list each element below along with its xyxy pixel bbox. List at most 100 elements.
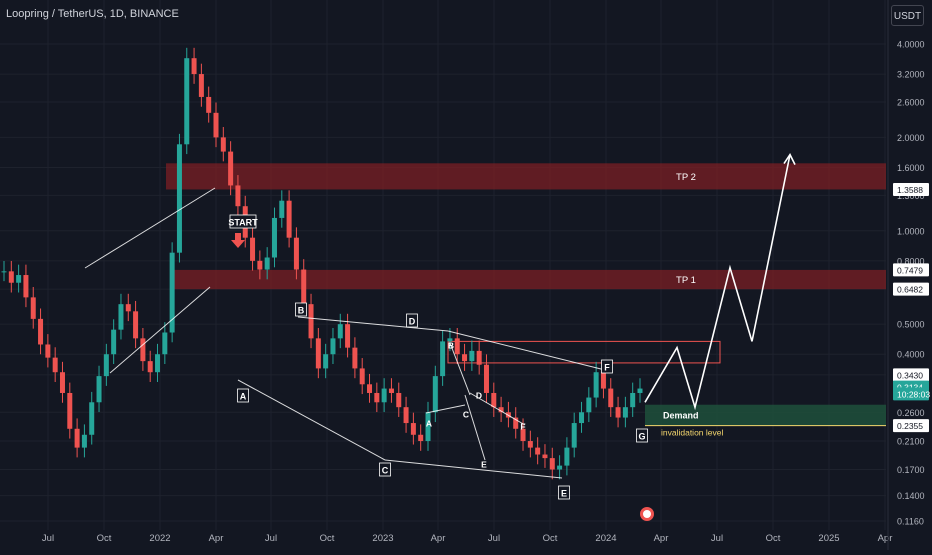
candle-body — [169, 252, 175, 333]
y-tick-label: 0.8000 — [897, 256, 925, 266]
pattern-line — [297, 316, 449, 332]
annotation-label: A — [426, 419, 432, 429]
candle-body — [81, 434, 87, 448]
x-tick-label: Jul — [488, 533, 500, 544]
candle-body — [571, 423, 577, 448]
y-tick-label: 0.5000 — [897, 320, 925, 330]
candle-body — [542, 454, 548, 459]
candle-body — [133, 311, 139, 339]
candle-body — [549, 458, 555, 470]
annotation-label: F — [604, 363, 610, 373]
candle-body — [483, 364, 489, 393]
annotation-label: A — [240, 392, 247, 402]
annotation-label: D — [409, 317, 416, 327]
candle-body — [89, 402, 95, 435]
annotation-box — [636, 428, 648, 443]
candle-body — [476, 350, 482, 365]
pattern-line — [447, 330, 606, 371]
candle-body — [374, 392, 380, 403]
pattern-line — [449, 342, 471, 396]
candle-body — [454, 338, 460, 355]
x-tick-label: Jul — [42, 533, 54, 544]
annotation-box — [237, 388, 249, 403]
candle-body — [118, 304, 124, 330]
candle-body — [162, 332, 168, 355]
pattern-line — [384, 459, 563, 479]
annotation-label: E — [561, 489, 567, 499]
candle-body — [59, 372, 65, 393]
pattern-line — [84, 187, 216, 269]
candle-body — [213, 112, 219, 138]
candle-body — [323, 354, 329, 369]
candle-body — [140, 338, 146, 362]
candle-body — [586, 397, 592, 413]
chart-title: Loopring / TetherUS, 1D, BINANCE — [6, 8, 179, 20]
candle-body — [622, 407, 628, 418]
price-label-box — [893, 282, 929, 296]
y-tick-label: 4.0000 — [897, 40, 925, 50]
y-tick-label: 1.6000 — [897, 163, 925, 173]
x-tick-label: Apr — [431, 533, 446, 544]
target-zone — [174, 269, 886, 290]
x-tick-label: Apr — [878, 533, 893, 544]
y-tick-label: 0.4000 — [897, 350, 925, 360]
grid — [0, 0, 886, 530]
candle-body — [38, 318, 44, 345]
x-tick-label: Apr — [654, 533, 669, 544]
currency-button[interactable]: USDT — [891, 5, 924, 26]
annotation-label: C — [463, 410, 469, 420]
candle-body — [498, 407, 504, 413]
candle-body — [45, 344, 51, 358]
annotation-label: START — [228, 218, 258, 228]
candle-body — [250, 237, 256, 261]
candle-body — [440, 341, 446, 377]
candle-body — [30, 297, 36, 319]
candle-body — [16, 275, 22, 283]
x-tick-label: Oct — [766, 533, 781, 544]
x-tick-label: Jul — [711, 533, 723, 544]
candle-body — [630, 392, 636, 408]
candle-body — [220, 137, 226, 152]
y-tick-label: 0.1700 — [897, 465, 925, 475]
candle-body — [8, 271, 14, 283]
annotation-box — [558, 485, 570, 500]
candle-body — [147, 361, 153, 373]
x-tick-label: 2023 — [372, 533, 393, 544]
price-label: 1.3588 — [897, 185, 923, 195]
candle-body — [564, 447, 570, 466]
candle-body — [491, 392, 497, 408]
start-arrow-icon — [231, 233, 245, 248]
candles-layer — [1, 47, 643, 480]
candle-body — [462, 354, 468, 362]
zones-layer: TP 2 TP 1 Demand invalidation level — [166, 163, 886, 438]
candle-body — [608, 388, 614, 408]
y-tick-label: 0.2600 — [897, 408, 925, 418]
y-tick-label: 0.1400 — [897, 491, 925, 501]
candle-body — [637, 388, 643, 393]
candle-body — [1, 271, 7, 273]
price-label: 0.3430 — [897, 370, 923, 380]
annotation-label: F — [520, 422, 525, 432]
candle-body — [74, 428, 80, 448]
labels-layer: 1.35880.74790.64820.34300.313410:28:030.… — [640, 182, 930, 521]
candle-body — [271, 217, 277, 258]
annotation-label: D — [476, 391, 482, 401]
candle-body — [264, 257, 270, 270]
x-tick-label: Oct — [543, 533, 558, 544]
x-tick-label: 2022 — [149, 533, 170, 544]
candle-body — [111, 329, 117, 355]
candle-body — [403, 407, 409, 424]
candle-body — [520, 428, 526, 442]
pattern-line — [469, 392, 526, 426]
candle-body — [447, 338, 453, 342]
candle-body — [557, 465, 563, 470]
candle-body — [52, 357, 58, 373]
x-tick-label: Jul — [265, 533, 277, 544]
price-label: 0.6482 — [897, 285, 923, 295]
x-tick-label: Apr — [209, 533, 224, 544]
pattern-line — [425, 404, 466, 414]
price-label: 10:28:03 — [897, 389, 930, 399]
annotation-label: B — [298, 306, 305, 316]
